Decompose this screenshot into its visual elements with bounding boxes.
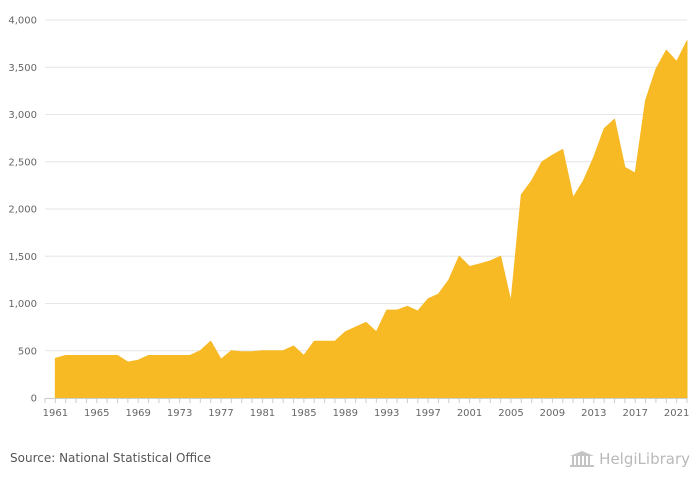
- x-tick-label: 1993: [374, 408, 399, 419]
- brand-name-library: Library: [637, 450, 690, 468]
- x-tick-label: 1997: [415, 408, 440, 419]
- area-chart: 0 500 1,000 1,500 2,000 2,500 3,000 3,500 4,000 1…: [8, 16, 689, 420]
- x-tick-label: 2009: [540, 408, 565, 419]
- x-tick-label: 1969: [125, 408, 150, 419]
- x-tick-label: 1989: [333, 408, 358, 419]
- x-tick-label: 2021: [664, 408, 689, 419]
- x-tick-label: 2017: [622, 408, 647, 419]
- x-tick-label: 1973: [167, 408, 192, 419]
- series-area: [54, 40, 688, 399]
- y-tick-label: 0: [31, 394, 37, 405]
- x-tick-label: 2001: [457, 408, 482, 419]
- area-series: [54, 40, 688, 399]
- y-tick-label: 2,500: [8, 157, 37, 168]
- x-tick-label: 2013: [581, 408, 606, 419]
- x-tick-label: 1961: [43, 408, 68, 419]
- y-tick-label: 4,000: [8, 16, 37, 27]
- footer: Source: National Statistical Office Helg…: [0, 447, 700, 483]
- y-tick-label: 1,500: [8, 252, 37, 263]
- gridlines: [45, 19, 687, 352]
- y-tick-label: 3,000: [8, 110, 37, 121]
- axes: 0 500 1,000 1,500 2,000 2,500 3,000 3,500 4,000 1…: [8, 16, 689, 420]
- y-tick-label: 3,500: [8, 63, 37, 74]
- y-tick-label: 1,000: [8, 299, 37, 310]
- x-tick-label: 2005: [498, 408, 523, 419]
- source-note: Source: National Statistical Office: [10, 451, 212, 465]
- brand-name-helgi: Helgi: [599, 450, 638, 468]
- x-tick-label: 1965: [84, 408, 109, 419]
- brand-logo[interactable]: Helgi Library: [569, 449, 690, 469]
- library-building-icon: [570, 451, 595, 467]
- x-tick-label: 1977: [208, 408, 233, 419]
- x-tick-label: 1985: [291, 408, 316, 419]
- y-tick-label: 500: [18, 346, 37, 357]
- x-tick-label: 1981: [250, 408, 275, 419]
- y-tick-label: 2,000: [8, 205, 37, 216]
